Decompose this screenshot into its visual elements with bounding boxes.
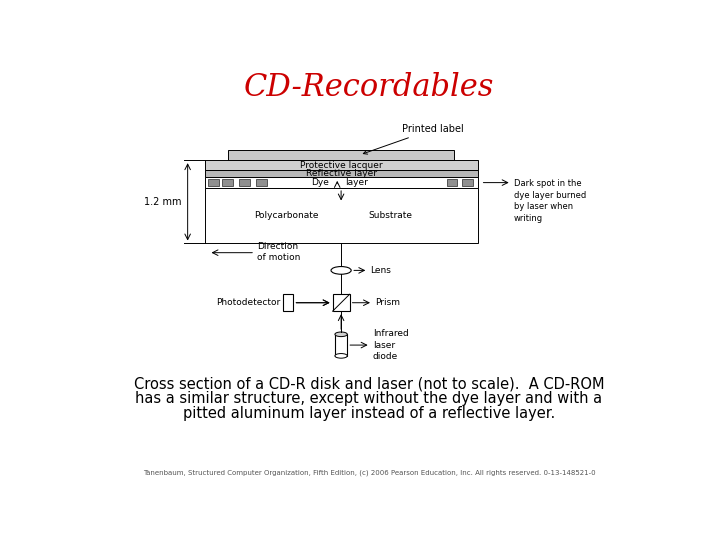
Bar [222, 179, 233, 186]
Text: Polycarbonate: Polycarbonate [254, 211, 319, 220]
Bar [239, 179, 250, 186]
Bar [204, 188, 477, 244]
Bar [204, 160, 477, 170]
Text: Reflective layer: Reflective layer [305, 169, 377, 178]
Bar [462, 179, 473, 186]
Text: Dye: Dye [312, 178, 330, 187]
Text: Cross section of a CD-R disk and laser (not to scale).  A CD-ROM: Cross section of a CD-R disk and laser (… [134, 377, 604, 392]
Bar [204, 177, 477, 188]
Bar [204, 170, 477, 177]
Text: 1.2 mm: 1.2 mm [144, 197, 181, 207]
Text: CD-Recordables: CD-Recordables [244, 72, 494, 103]
Bar [208, 179, 219, 186]
Bar [256, 179, 266, 186]
Ellipse shape [335, 332, 347, 336]
Text: Photodetector: Photodetector [216, 298, 280, 307]
Text: layer: layer [345, 178, 368, 187]
Text: pitted aluminum layer instead of a reflective layer.: pitted aluminum layer instead of a refle… [183, 406, 555, 421]
Text: Direction
of motion: Direction of motion [256, 241, 300, 262]
Ellipse shape [331, 267, 351, 274]
Bar [284, 294, 294, 311]
Bar [446, 179, 457, 186]
Bar [333, 294, 350, 311]
Ellipse shape [335, 354, 347, 358]
Text: Tanenbaum, Structured Computer Organization, Fifth Edition, (c) 2006 Pearson Edu: Tanenbaum, Structured Computer Organizat… [143, 470, 595, 476]
Text: Protective lacquer: Protective lacquer [300, 161, 382, 170]
Text: has a similar structure, except without the dye layer and with a: has a similar structure, except without … [135, 392, 603, 407]
Text: Printed label: Printed label [364, 124, 464, 154]
Bar [228, 150, 454, 160]
Bar [335, 334, 347, 356]
Text: Substrate: Substrate [368, 211, 413, 220]
Text: Dark spot in the
dye layer burned
by laser when
writing: Dark spot in the dye layer burned by las… [514, 179, 586, 223]
Text: Infrared
laser
diode: Infrared laser diode [373, 329, 409, 361]
Text: Lens: Lens [370, 266, 391, 275]
Text: Prism: Prism [375, 298, 400, 307]
